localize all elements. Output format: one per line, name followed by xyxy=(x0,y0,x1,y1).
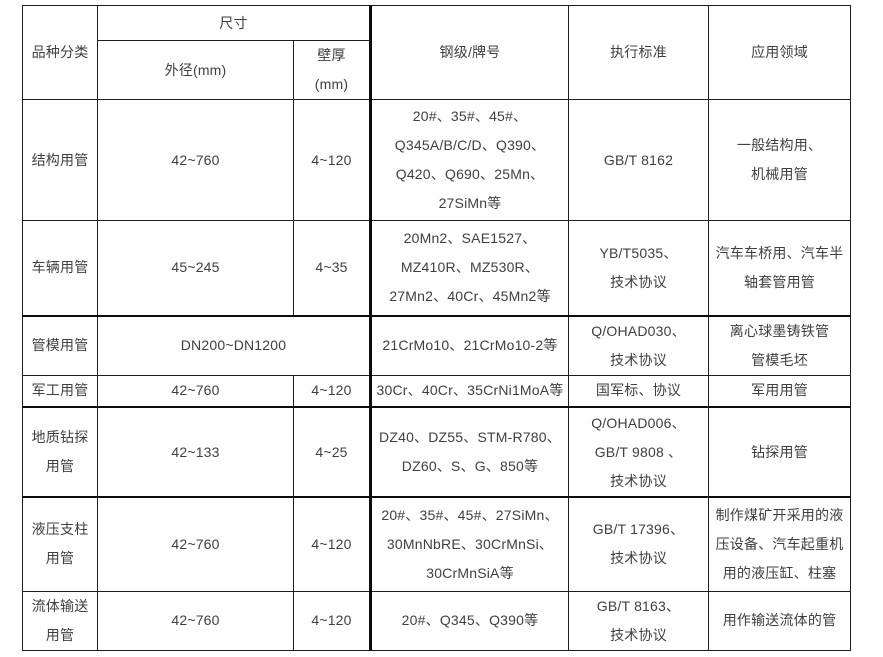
cell-outer-diameter: 42~760 xyxy=(97,590,294,651)
cell-category: 液压支柱 用管 xyxy=(22,496,98,592)
cell-application: 用作输送流体的管 xyxy=(708,590,851,651)
cell-wall-thickness: 4~120 xyxy=(293,99,371,221)
cell-standard: GB/T 17396、 技术协议 xyxy=(568,496,709,592)
cell-application: 军用用管 xyxy=(708,374,851,408)
header-outer-diameter: 外径(mm) xyxy=(97,40,294,100)
cell-standard: GB/T 8162 xyxy=(568,99,709,221)
cell-category: 地质钻探 用管 xyxy=(22,406,98,498)
header-row-top: 品种分类 尺寸 钢级/牌号 执行标准 应用领域 xyxy=(22,5,851,100)
table-row: 结构用管 42~760 4~120 20#、35#、45#、 Q345A/B/C… xyxy=(22,99,851,221)
cell-outer-diameter: 42~133 xyxy=(97,406,294,498)
cell-grade: 21CrMo10、21CrMo10-2等 xyxy=(369,315,569,376)
cell-grade: 20Mn2、SAE1527、 MZ410R、MZ530R、 27Mn2、40Cr… xyxy=(369,220,569,317)
cell-category: 结构用管 xyxy=(22,99,98,221)
header-row-sub: 外径(mm) 壁厚 (mm) xyxy=(23,40,851,100)
cell-standard: 国军标、协议 xyxy=(568,374,709,408)
cell-application: 离心球墨铸铁管 管模毛坯 xyxy=(708,315,851,376)
cell-outer-diameter: 42~760 xyxy=(97,374,294,408)
table-row: 流体输送 用管 42~760 4~120 20#、Q345、Q390等 GB/T… xyxy=(22,590,851,651)
cell-application: 钻探用管 xyxy=(708,406,851,498)
cell-standard: GB/T 8163、 技术协议 xyxy=(568,590,709,651)
cell-category: 军工用管 xyxy=(22,374,98,408)
header-wall-thickness: 壁厚 (mm) xyxy=(293,40,371,100)
cell-grade: 20#、35#、45#、27SiMn、 30MnNbRE、30CrMnSi、 3… xyxy=(369,496,569,592)
steel-pipe-spec-table: 品种分类 尺寸 钢级/牌号 执行标准 应用领域 外径(mm) 壁厚 (mm) 结… xyxy=(22,5,851,651)
cell-grade: 30Cr、40Cr、35CrNi1MoA等 xyxy=(369,374,569,408)
cell-application: 一般结构用、 机械用管 xyxy=(708,99,851,221)
cell-grade: 20#、Q345、Q390等 xyxy=(369,590,569,651)
cell-wall-thickness: 4~120 xyxy=(293,590,371,651)
cell-category: 管模用管 xyxy=(22,315,98,376)
cell-category: 车辆用管 xyxy=(22,220,98,317)
cell-wall-thickness: 4~35 xyxy=(293,220,371,317)
cell-grade: 20#、35#、45#、 Q345A/B/C/D、Q390、 Q420、Q690… xyxy=(369,99,569,221)
header-grade: 钢级/牌号 xyxy=(369,5,569,100)
cell-application: 制作煤矿开采用的液 压设备、汽车起重机 用的液压缸、柱塞 xyxy=(708,496,851,592)
cell-outer-diameter: 42~760 xyxy=(97,496,294,592)
header-application: 应用领域 xyxy=(708,5,851,100)
table-row: 管模用管 DN200~DN1200 21CrMo10、21CrMo10-2等 Q… xyxy=(22,315,851,376)
cell-standard: Q/OHAD006、 GB/T 9808 、 技术协议 xyxy=(568,406,709,498)
header-size-group: 尺寸 xyxy=(97,5,371,41)
cell-standard: Q/OHAD030、 技术协议 xyxy=(568,315,709,376)
cell-grade: DZ40、DZ55、STM-R780、 DZ60、S、G、850等 xyxy=(369,406,569,498)
cell-application: 汽车车桥用、汽车半 轴套管用管 xyxy=(708,220,851,317)
cell-outer-diameter: 45~245 xyxy=(97,220,294,317)
cell-outer-diameter: DN200~DN1200 xyxy=(97,315,371,376)
table-row: 地质钻探 用管 42~133 4~25 DZ40、DZ55、STM-R780、 … xyxy=(22,406,851,498)
table-row: 车辆用管 45~245 4~35 20Mn2、SAE1527、 MZ410R、M… xyxy=(22,220,851,317)
table-row: 液压支柱 用管 42~760 4~120 20#、35#、45#、27SiMn、… xyxy=(22,496,851,592)
cell-wall-thickness: 4~25 xyxy=(293,406,371,498)
table-row: 军工用管 42~760 4~120 30Cr、40Cr、35CrNi1MoA等 … xyxy=(22,374,851,408)
cell-wall-thickness: 4~120 xyxy=(293,374,371,408)
cell-outer-diameter: 42~760 xyxy=(97,99,294,221)
cell-wall-thickness: 4~120 xyxy=(293,496,371,592)
cell-standard: YB/T5035、 技术协议 xyxy=(568,220,709,317)
header-standard: 执行标准 xyxy=(568,5,709,100)
header-category: 品种分类 xyxy=(22,5,98,100)
cell-category: 流体输送 用管 xyxy=(22,590,98,651)
